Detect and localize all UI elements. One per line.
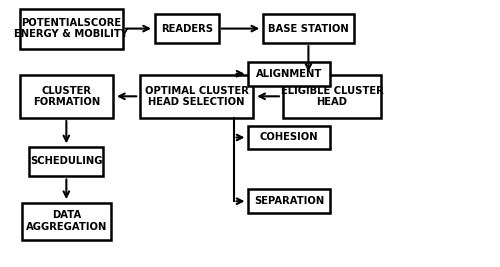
FancyBboxPatch shape [248, 189, 330, 213]
FancyBboxPatch shape [263, 14, 354, 43]
FancyBboxPatch shape [20, 75, 113, 117]
FancyBboxPatch shape [22, 203, 110, 240]
Text: DATA
AGGREGATION: DATA AGGREGATION [26, 210, 107, 232]
FancyBboxPatch shape [140, 75, 254, 117]
Text: POTENTIALSCORE
ENERGY & MOBILITY: POTENTIALSCORE ENERGY & MOBILITY [14, 18, 128, 40]
Text: ALIGNMENT: ALIGNMENT [256, 69, 322, 79]
FancyBboxPatch shape [248, 125, 330, 150]
Text: OPTIMAL CLUSTER
HEAD SELECTION: OPTIMAL CLUSTER HEAD SELECTION [145, 85, 248, 107]
Text: COHESION: COHESION [260, 132, 318, 143]
Text: SCHEDULING: SCHEDULING [30, 156, 102, 166]
Text: ELIGIBLE CLUSTER
HEAD: ELIGIBLE CLUSTER HEAD [280, 85, 384, 107]
Text: CLUSTER
FORMATION: CLUSTER FORMATION [32, 85, 100, 107]
Text: SEPARATION: SEPARATION [254, 196, 324, 206]
FancyBboxPatch shape [30, 147, 104, 176]
FancyBboxPatch shape [283, 75, 381, 117]
FancyBboxPatch shape [155, 14, 219, 43]
Text: BASE STATION: BASE STATION [268, 23, 349, 34]
FancyBboxPatch shape [248, 62, 330, 86]
FancyBboxPatch shape [20, 9, 123, 49]
Text: READERS: READERS [161, 23, 213, 34]
